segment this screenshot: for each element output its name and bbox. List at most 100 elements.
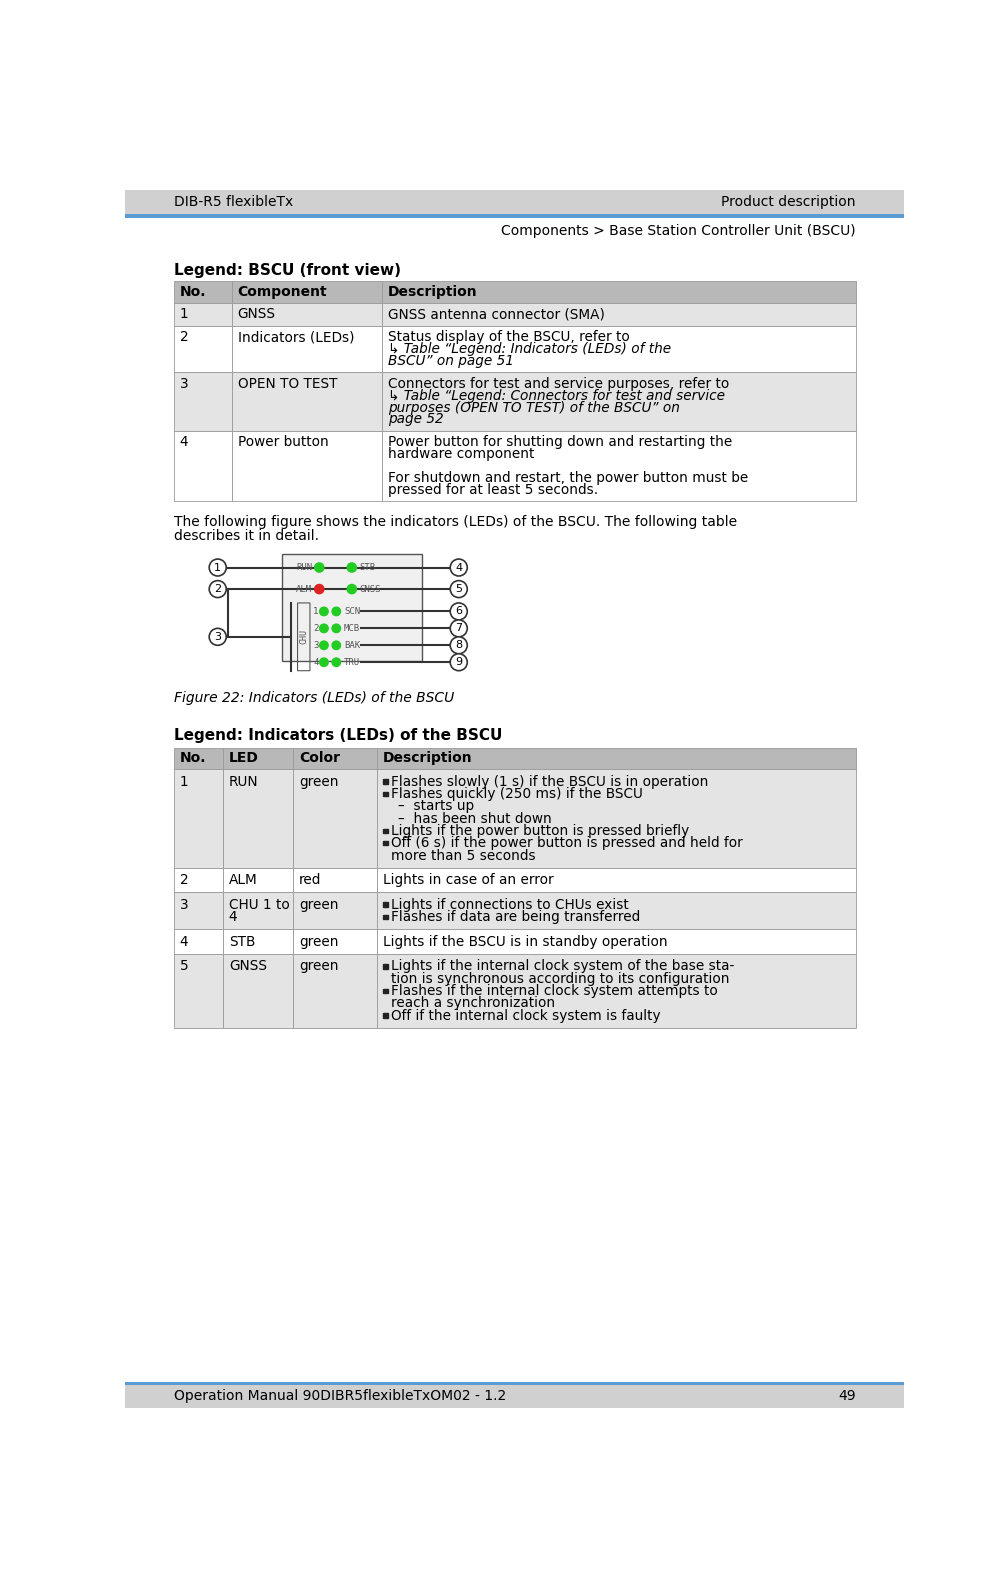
Bar [382, 791, 387, 796]
Text: DIB-R5 flexibleTx: DIB-R5 flexibleTx [174, 195, 293, 209]
Bar [174, 930, 223, 954]
Text: No.: No. [180, 751, 206, 766]
Text: Product description: Product description [720, 195, 855, 209]
Text: RUN: RUN [296, 563, 312, 573]
Bar [174, 304, 232, 326]
Bar [382, 902, 387, 906]
Bar [223, 954, 293, 1028]
Circle shape [449, 558, 466, 576]
Text: 3: 3 [214, 631, 221, 642]
Text: 4: 4 [180, 435, 189, 449]
Circle shape [209, 628, 226, 645]
Circle shape [209, 558, 226, 576]
Text: 1: 1 [313, 607, 318, 615]
Text: RUN: RUN [229, 775, 258, 788]
Text: For shutdown and restart, the power button must be: For shutdown and restart, the power butt… [387, 471, 747, 486]
Text: Flashes if data are being transferred: Flashes if data are being transferred [390, 910, 639, 924]
Bar [376, 869, 855, 892]
Text: 49: 49 [838, 1389, 855, 1403]
Bar [174, 372, 232, 430]
Text: GNSS antenna connector (SMA): GNSS antenna connector (SMA) [387, 307, 604, 321]
Bar [382, 963, 387, 968]
Text: 5: 5 [180, 959, 189, 973]
Bar [376, 954, 855, 1028]
Bar [376, 748, 855, 769]
Bar [174, 869, 223, 892]
Circle shape [319, 658, 328, 666]
Text: more than 5 seconds: more than 5 seconds [390, 848, 535, 862]
Text: –  has been shut down: – has been shut down [398, 812, 552, 826]
Bar [376, 930, 855, 954]
Bar [223, 769, 293, 869]
Text: green: green [299, 959, 338, 973]
Bar [232, 326, 381, 372]
Text: Flashes quickly (250 ms) if the BSCU: Flashes quickly (250 ms) if the BSCU [390, 786, 642, 800]
Circle shape [449, 653, 466, 671]
Circle shape [347, 584, 356, 593]
Bar [282, 554, 421, 661]
Text: Lights in case of an error: Lights in case of an error [382, 873, 553, 888]
Text: 2: 2 [180, 873, 189, 888]
Text: 7: 7 [454, 623, 461, 633]
Bar [125, 190, 903, 215]
Text: –  starts up: – starts up [398, 799, 474, 813]
Bar [293, 954, 376, 1028]
Circle shape [332, 641, 340, 650]
Text: purposes (OPEN TO TEST) of the BSCU” on: purposes (OPEN TO TEST) of the BSCU” on [387, 400, 679, 414]
Text: The following figure shows the indicators (LEDs) of the BSCU. The following tabl: The following figure shows the indicator… [174, 516, 736, 528]
Circle shape [449, 638, 466, 653]
Text: MCB: MCB [344, 623, 360, 633]
Bar [232, 304, 381, 326]
Text: Lights if connections to CHUs exist: Lights if connections to CHUs exist [390, 899, 628, 911]
Text: Description: Description [382, 751, 472, 766]
Circle shape [319, 625, 328, 633]
Bar [232, 430, 381, 501]
Text: green: green [299, 899, 338, 911]
Bar [381, 304, 855, 326]
Circle shape [347, 563, 356, 573]
Circle shape [319, 641, 328, 650]
Text: Operation Manual 90DIBR5flexibleTxOM02 - 1.2: Operation Manual 90DIBR5flexibleTxOM02 -… [174, 1389, 506, 1403]
Bar [125, 1384, 903, 1408]
Bar [223, 892, 293, 930]
Bar [174, 326, 232, 372]
Text: pressed for at least 5 seconds.: pressed for at least 5 seconds. [387, 483, 598, 497]
Bar [174, 748, 223, 769]
Text: Flashes slowly (1 s) if the BSCU is in operation: Flashes slowly (1 s) if the BSCU is in o… [390, 775, 707, 788]
Circle shape [332, 625, 340, 633]
Text: 8: 8 [454, 641, 461, 650]
Circle shape [449, 603, 466, 620]
Text: 1: 1 [180, 307, 189, 321]
Text: green: green [299, 775, 338, 788]
Bar [381, 326, 855, 372]
Text: CHU 1 to: CHU 1 to [229, 899, 289, 911]
Bar [382, 989, 387, 993]
Text: reach a synchronization: reach a synchronization [390, 997, 555, 1011]
Text: 3: 3 [180, 899, 189, 911]
Text: ↳ Table “Legend: Indicators (LEDs) of the: ↳ Table “Legend: Indicators (LEDs) of th… [387, 342, 670, 356]
Bar [382, 829, 387, 834]
Bar [223, 748, 293, 769]
Text: ↳ Table “Legend: Connectors for test and service: ↳ Table “Legend: Connectors for test and… [387, 389, 724, 403]
Bar [232, 372, 381, 430]
Text: BSCU” on page 51: BSCU” on page 51 [387, 354, 514, 369]
Bar [293, 869, 376, 892]
Text: No.: No. [180, 285, 206, 299]
Circle shape [332, 607, 340, 615]
Text: red: red [299, 873, 321, 888]
Text: 5: 5 [454, 584, 461, 595]
Bar [381, 430, 855, 501]
Text: Legend: BSCU (front view): Legend: BSCU (front view) [174, 263, 400, 278]
Bar [174, 282, 232, 304]
Text: 3: 3 [313, 641, 318, 650]
Text: Color: Color [299, 751, 340, 766]
Text: SCN: SCN [344, 607, 360, 615]
Text: Indicators (LEDs): Indicators (LEDs) [238, 331, 354, 345]
Bar [293, 769, 376, 869]
Bar [376, 892, 855, 930]
Text: Flashes if the internal clock system attempts to: Flashes if the internal clock system att… [390, 984, 717, 998]
Circle shape [332, 658, 340, 666]
Circle shape [209, 581, 226, 598]
Text: Power button for shutting down and restarting the: Power button for shutting down and resta… [387, 435, 731, 449]
Text: 3: 3 [180, 377, 189, 391]
